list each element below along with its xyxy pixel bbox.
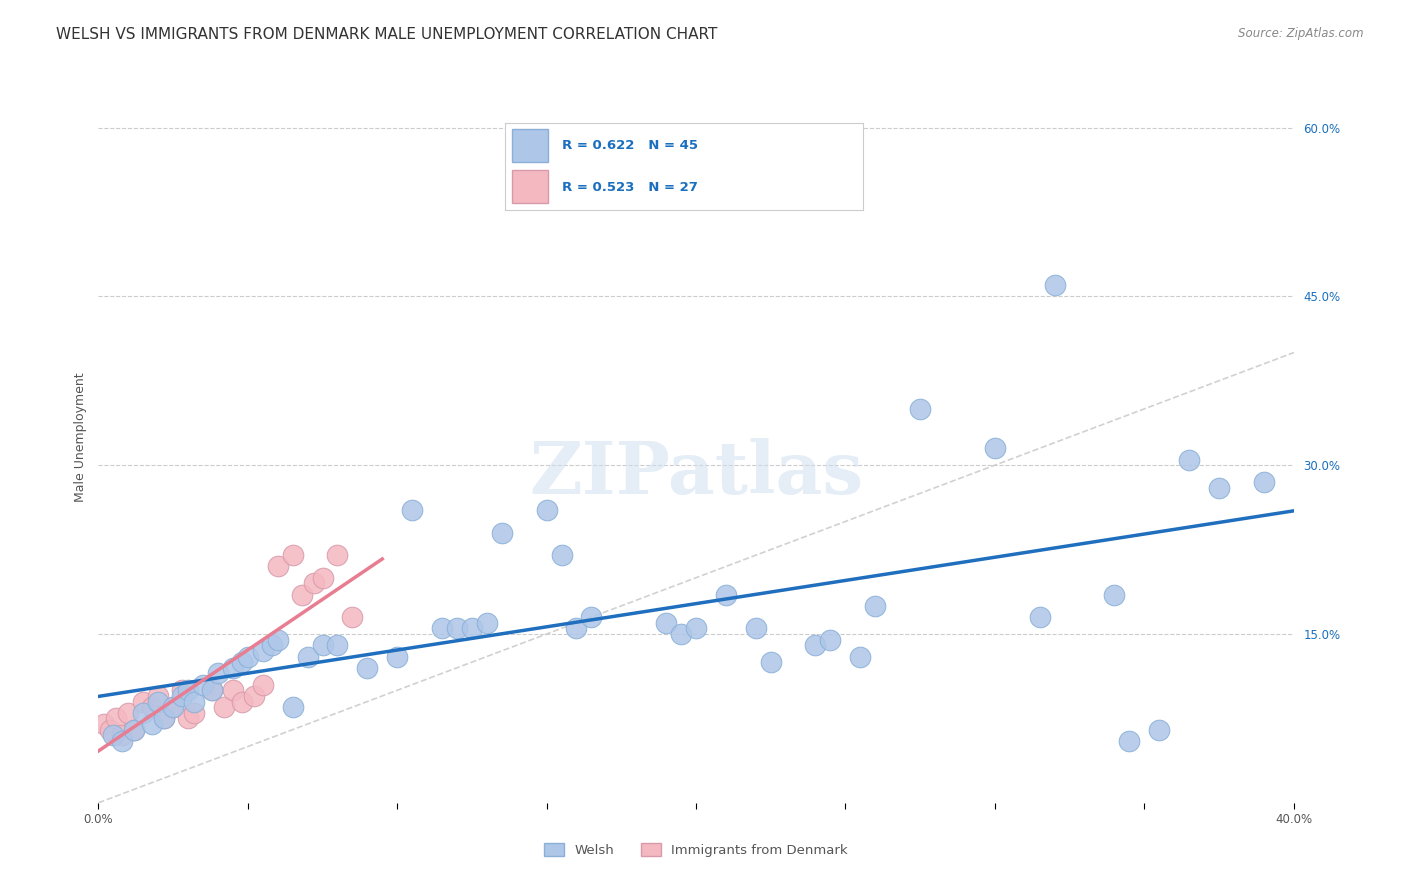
Point xyxy=(191,678,214,692)
Point xyxy=(1104,588,1126,602)
Point xyxy=(446,621,468,635)
Text: Source: ZipAtlas.com: Source: ZipAtlas.com xyxy=(1239,27,1364,40)
Point xyxy=(326,548,349,562)
Point xyxy=(1178,452,1201,467)
Point xyxy=(162,700,184,714)
Point xyxy=(550,548,572,562)
Point xyxy=(267,632,290,647)
Point xyxy=(430,621,453,635)
Point xyxy=(172,683,194,698)
Point xyxy=(153,711,176,725)
Point xyxy=(297,649,319,664)
Point xyxy=(565,621,588,635)
Point xyxy=(281,548,304,562)
Point xyxy=(581,610,603,624)
Point xyxy=(111,734,134,748)
Point xyxy=(685,621,707,635)
Point xyxy=(148,689,170,703)
Point xyxy=(183,706,205,720)
Point xyxy=(356,661,378,675)
Point xyxy=(342,610,364,624)
Point xyxy=(536,503,558,517)
Point xyxy=(291,588,314,602)
Point xyxy=(745,621,768,635)
Point xyxy=(401,503,423,517)
Point xyxy=(111,728,134,742)
Point xyxy=(141,717,163,731)
Y-axis label: Male Unemployment: Male Unemployment xyxy=(75,372,87,502)
Point xyxy=(461,621,484,635)
Point xyxy=(714,588,737,602)
Point xyxy=(201,683,224,698)
Point xyxy=(132,706,155,720)
Point xyxy=(117,706,139,720)
Point xyxy=(984,442,1007,456)
Text: WELSH VS IMMIGRANTS FROM DENMARK MALE UNEMPLOYMENT CORRELATION CHART: WELSH VS IMMIGRANTS FROM DENMARK MALE UN… xyxy=(56,27,717,42)
Point xyxy=(212,700,235,714)
Point xyxy=(1147,723,1170,737)
Point xyxy=(669,627,692,641)
Point xyxy=(311,638,333,652)
Point xyxy=(865,599,887,613)
Point xyxy=(1253,475,1275,489)
Point xyxy=(655,615,678,630)
Point xyxy=(1043,278,1066,293)
Point xyxy=(141,700,163,714)
Point xyxy=(162,700,184,714)
Point xyxy=(252,644,274,658)
Point xyxy=(1208,481,1230,495)
Point xyxy=(475,615,498,630)
Point xyxy=(231,694,253,708)
Point xyxy=(1028,610,1050,624)
Point xyxy=(124,723,146,737)
Point xyxy=(260,638,283,652)
Point xyxy=(201,683,224,698)
Point xyxy=(177,683,200,698)
Point xyxy=(267,559,290,574)
Point xyxy=(98,723,122,737)
Point xyxy=(385,649,409,664)
Point xyxy=(491,525,513,540)
Point xyxy=(820,632,842,647)
Point xyxy=(132,694,155,708)
Point xyxy=(849,649,872,664)
Point xyxy=(759,655,782,669)
Point xyxy=(148,694,170,708)
Point xyxy=(124,723,146,737)
Point xyxy=(183,694,205,708)
Point xyxy=(252,678,274,692)
Point xyxy=(222,661,245,675)
Point xyxy=(243,689,266,703)
Point xyxy=(93,717,115,731)
Point xyxy=(908,401,931,416)
Point xyxy=(281,700,304,714)
Point xyxy=(103,728,125,742)
Text: ZIPatlas: ZIPatlas xyxy=(529,438,863,509)
Point xyxy=(1118,734,1140,748)
Point xyxy=(236,649,259,664)
Point xyxy=(172,689,194,703)
Point xyxy=(207,666,229,681)
Point xyxy=(177,711,200,725)
Point xyxy=(222,683,245,698)
Legend: Welsh, Immigrants from Denmark: Welsh, Immigrants from Denmark xyxy=(538,838,853,862)
Point xyxy=(311,571,333,585)
Point xyxy=(326,638,349,652)
Point xyxy=(231,655,253,669)
Point xyxy=(804,638,827,652)
Point xyxy=(105,711,128,725)
Point xyxy=(153,711,176,725)
Point xyxy=(302,576,325,591)
